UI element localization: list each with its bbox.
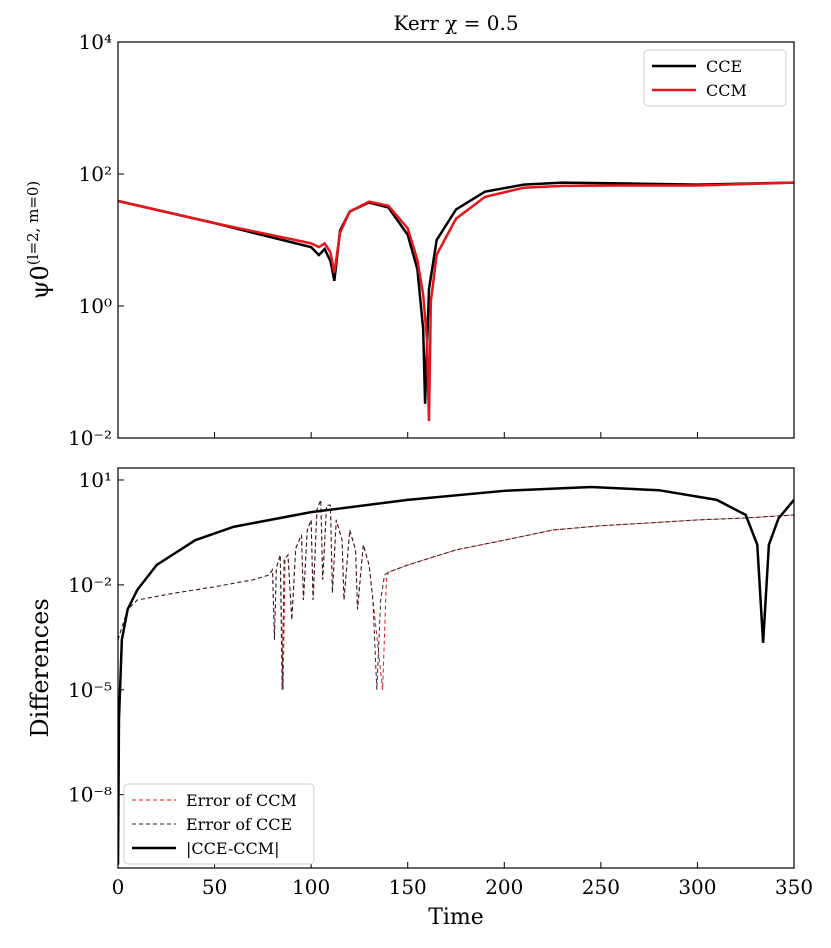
x-tick-label: 0 [112, 875, 125, 899]
x-tick-label: 200 [485, 875, 523, 899]
y-tick-label: 10⁻⁵ [68, 678, 112, 702]
series-line [118, 499, 794, 690]
chart-title: Kerr χ = 0.5 [393, 11, 518, 35]
y-axis-label-main: Differences [26, 598, 54, 737]
series-line [118, 485, 794, 865]
y-tick-label: 10⁰ [79, 294, 112, 318]
legend-box [123, 783, 315, 865]
y-axis-label-sup: (l=2, m=0) [24, 181, 42, 266]
legend-label: |CCE-CCM| [186, 839, 280, 858]
x-tick-label: 50 [202, 875, 227, 899]
legend-label: CCM [706, 81, 747, 100]
legend-box [643, 49, 787, 107]
y-axis-label: ψ0(l=2, m=0) [24, 181, 54, 300]
x-tick-label: 300 [678, 875, 716, 899]
x-tick-label: 100 [292, 875, 330, 899]
legend-label: Error of CCM [186, 791, 297, 810]
legend-label: Error of CCE [186, 815, 292, 834]
y-tick-label: 10⁻² [68, 426, 112, 450]
series-line [118, 181, 794, 422]
series-line [118, 181, 794, 404]
y-tick-label: 10⁴ [79, 30, 112, 54]
legend-label: CCE [706, 57, 742, 76]
y-tick-label: 10⁻² [68, 573, 112, 597]
x-tick-label: 150 [389, 875, 427, 899]
y-tick-label: 10² [79, 162, 112, 186]
y-tick-label: 10¹ [79, 468, 112, 492]
x-tick-label: 250 [582, 875, 620, 899]
series-line [118, 499, 794, 690]
y-axis-label: Differences [26, 598, 54, 737]
plot-frame [117, 467, 795, 869]
x-axis-label: Time [428, 905, 484, 930]
y-tick-label: 10⁻⁸ [68, 783, 112, 807]
plot-frame [117, 41, 795, 439]
y-axis-label-main: ψ0 [26, 265, 54, 299]
x-tick-label: 350 [775, 875, 813, 899]
